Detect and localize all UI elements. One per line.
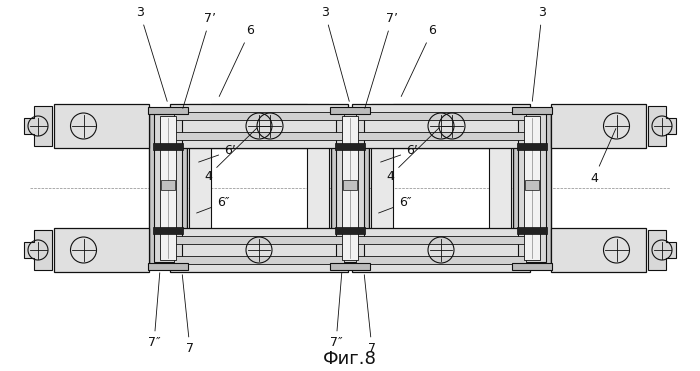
Text: 7: 7 [364, 275, 376, 355]
Text: 4: 4 [590, 128, 616, 184]
Bar [352, 228, 530, 272]
Bar [54, 104, 149, 148]
Bar [153, 142, 183, 150]
Bar [551, 104, 646, 148]
Bar [149, 111, 187, 265]
Bar [518, 114, 546, 262]
Bar [174, 256, 344, 264]
Text: 6’: 6’ [199, 144, 236, 162]
Bar [154, 114, 182, 262]
Text: 7’: 7’ [183, 13, 216, 108]
Text: 7’: 7’ [365, 13, 398, 108]
Bar [342, 116, 358, 260]
Polygon shape [371, 104, 511, 269]
Bar [513, 111, 551, 265]
Polygon shape [24, 106, 52, 146]
Bar [512, 106, 552, 114]
Bar [336, 114, 364, 262]
Bar [524, 116, 540, 260]
Polygon shape [189, 104, 329, 269]
Text: 7: 7 [182, 275, 194, 355]
Bar [174, 112, 344, 120]
Bar [153, 227, 183, 233]
Polygon shape [648, 106, 676, 146]
Text: 4: 4 [204, 128, 257, 183]
Text: 7″: 7″ [148, 273, 160, 349]
Text: 4: 4 [386, 128, 439, 183]
Text: 6″: 6″ [197, 197, 230, 213]
Polygon shape [648, 230, 676, 270]
Text: 6″: 6″ [379, 197, 412, 213]
Bar [517, 227, 547, 233]
Bar [343, 180, 357, 190]
Bar [356, 132, 526, 140]
Bar [170, 104, 348, 148]
Text: 6’: 6’ [381, 144, 418, 162]
Bar [160, 116, 176, 260]
Text: 3: 3 [532, 7, 546, 101]
Bar [517, 142, 547, 150]
Bar [148, 263, 188, 269]
Bar [335, 142, 365, 150]
Bar [330, 106, 370, 114]
Bar [356, 112, 526, 120]
Bar [352, 104, 530, 148]
Bar [174, 236, 344, 244]
Bar [174, 132, 344, 140]
Polygon shape [371, 104, 511, 269]
Bar [330, 263, 370, 269]
Text: 3: 3 [136, 7, 167, 101]
Bar [512, 263, 552, 269]
Bar [335, 227, 365, 233]
Text: 3: 3 [321, 7, 349, 101]
Bar [170, 228, 348, 272]
Polygon shape [24, 230, 52, 270]
Bar [356, 256, 526, 264]
Bar [54, 228, 149, 272]
Bar [356, 236, 526, 244]
Bar [161, 180, 175, 190]
Text: 6: 6 [219, 24, 254, 96]
Text: 7″: 7″ [330, 273, 342, 349]
Bar [148, 106, 188, 114]
Polygon shape [189, 104, 329, 269]
Text: 6: 6 [401, 24, 436, 96]
Bar [331, 111, 369, 265]
Text: Фиг.8: Фиг.8 [323, 350, 377, 368]
Bar [551, 228, 646, 272]
Bar [525, 180, 539, 190]
